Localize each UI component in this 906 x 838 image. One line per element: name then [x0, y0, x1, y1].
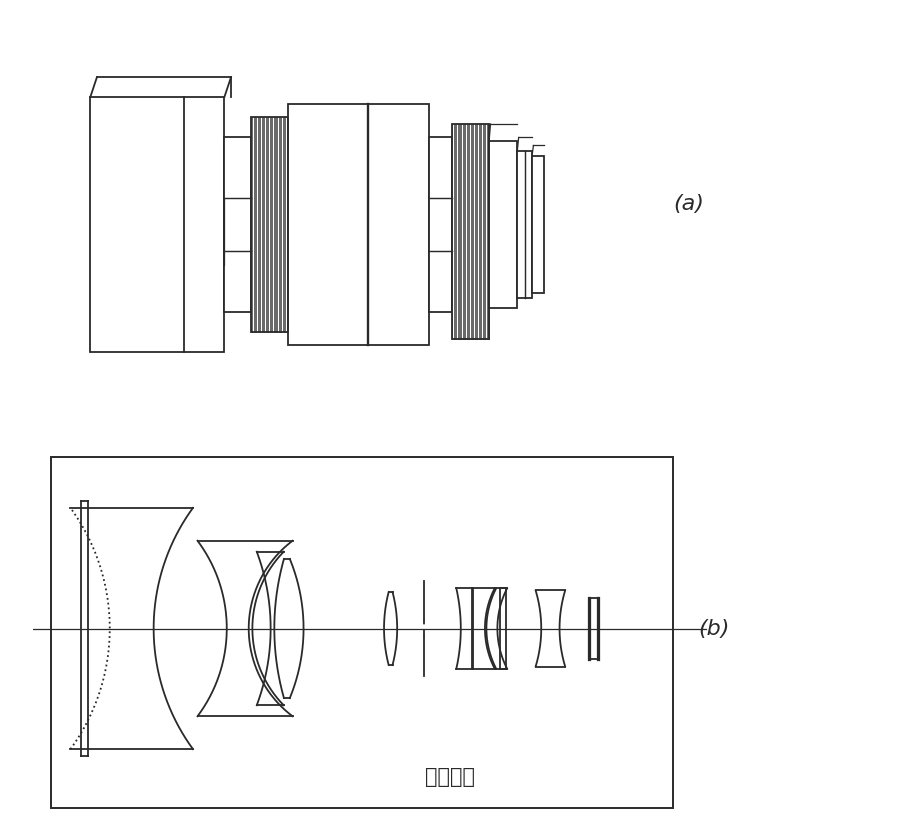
- Bar: [452, 124, 489, 339]
- Bar: [517, 151, 532, 298]
- Text: (a): (a): [673, 194, 704, 215]
- Text: (b): (b): [699, 618, 730, 639]
- Bar: [91, 97, 225, 352]
- Bar: [225, 137, 251, 312]
- Bar: [489, 141, 517, 308]
- Bar: [288, 104, 429, 345]
- Bar: [251, 117, 288, 332]
- Bar: [52, 457, 673, 808]
- Bar: [429, 137, 452, 312]
- Bar: [532, 156, 545, 293]
- Text: 微距镜头: 微距镜头: [425, 767, 475, 787]
